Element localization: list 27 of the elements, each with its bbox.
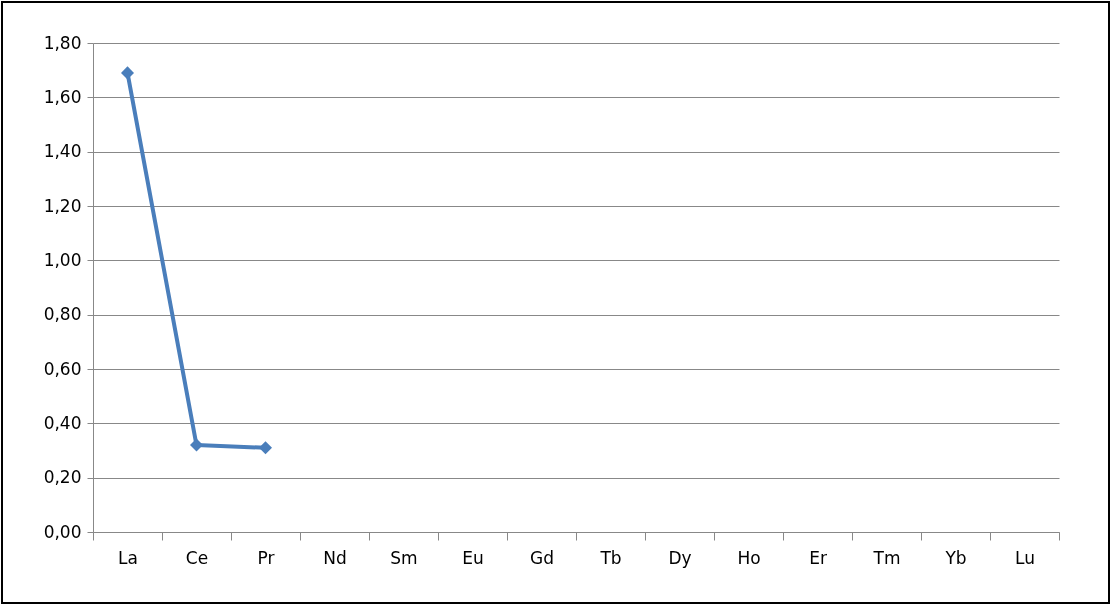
x-tick-label: Sm	[390, 547, 418, 568]
y-tick-label: 0,40	[43, 412, 82, 433]
x-tick-label: Er	[809, 547, 827, 568]
x-tick-label: Lu	[1015, 547, 1035, 568]
y-tick-label: 0,60	[43, 358, 82, 379]
x-tick-label: Ce	[185, 547, 209, 568]
point	[189, 438, 204, 452]
x-tick-label: Yb	[944, 547, 967, 568]
y-tick-label: 0,80	[43, 304, 82, 325]
x-tick-label: Dy	[668, 547, 692, 568]
y-tick-label: 0,00	[43, 521, 82, 542]
x-tick-label: La	[118, 547, 138, 568]
y-tick-label: 1,20	[43, 195, 82, 216]
y-tick-label: 0,20	[43, 467, 82, 488]
x-tick-label: Ho	[737, 547, 761, 568]
y-tick-label: 1,80	[43, 32, 82, 53]
x-tick-label: Pr	[257, 547, 275, 568]
x-tick-label: Tm	[872, 547, 901, 568]
y-tick-label: 1,40	[43, 141, 82, 162]
point	[120, 66, 135, 80]
x-tick-label: Tb	[599, 547, 622, 568]
point	[258, 441, 273, 455]
x-tick-label: Eu	[462, 547, 484, 568]
x-tick-label: Gd	[530, 547, 554, 568]
y-tick-label: 1,60	[43, 86, 82, 107]
x-tick-label: Nd	[323, 547, 347, 568]
y-tick-label: 1,00	[43, 249, 82, 270]
